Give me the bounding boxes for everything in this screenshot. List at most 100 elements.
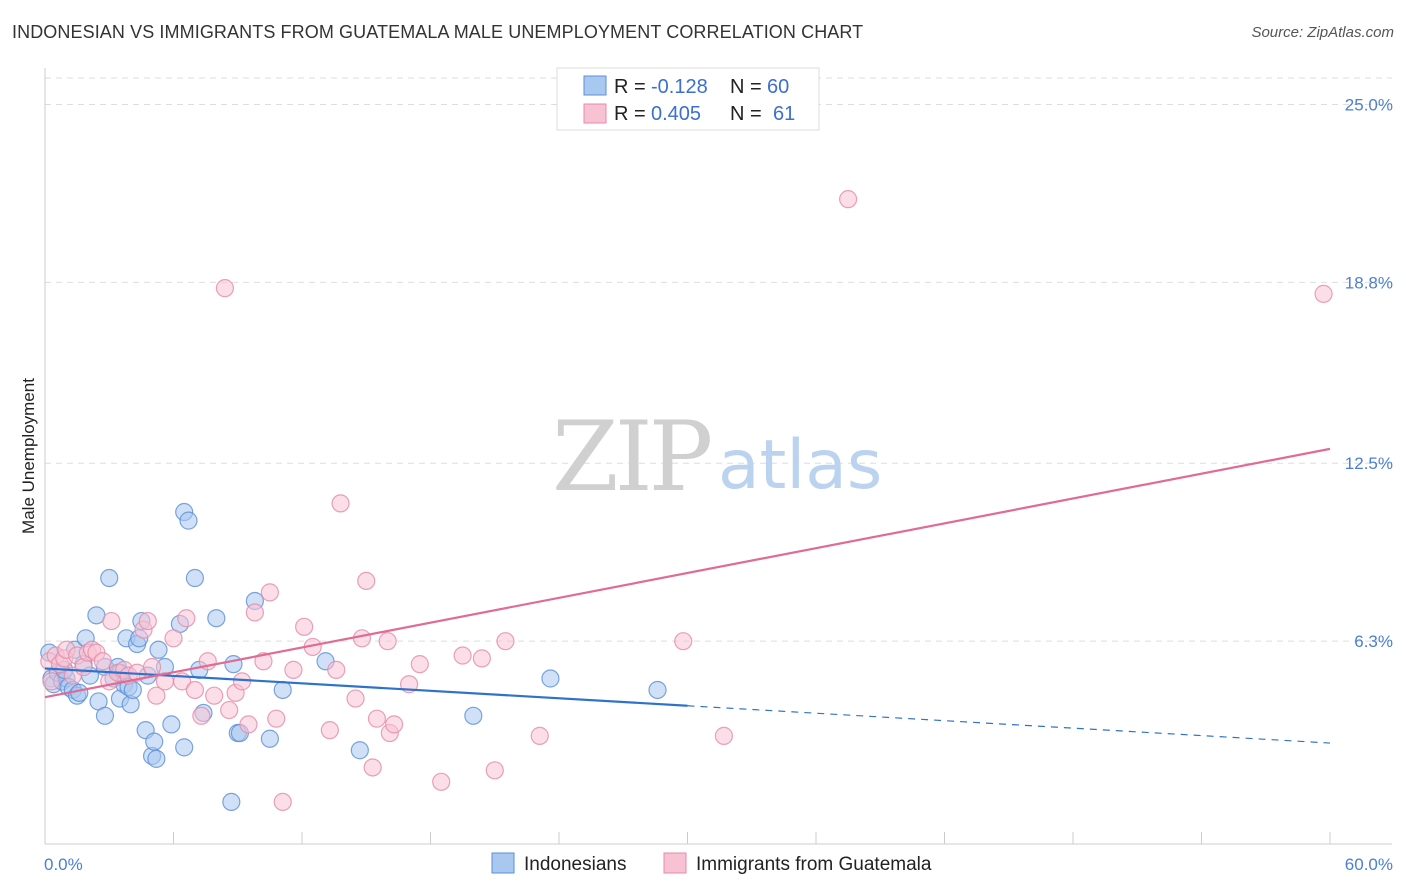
bottom-legend-swatch-guatemala (663, 852, 687, 874)
indonesians-point (541, 669, 560, 688)
guatemala-point (327, 660, 346, 679)
legend-swatch-guatemala (583, 103, 607, 124)
y-tick-label: 12.5% (1345, 454, 1393, 473)
indonesians-point (145, 732, 164, 751)
guatemala-point (42, 672, 61, 691)
guatemala-point (410, 655, 429, 674)
guatemala-point (357, 571, 376, 591)
indonesians-trend-line (44, 667, 688, 707)
correlation-legend: R = -0.128 N = 60 R = 0.405 N = 61 (556, 67, 820, 131)
bottom-legend-swatch-indonesians (491, 852, 515, 874)
gridlines (45, 77, 1392, 642)
legend-n-value: 60 (767, 76, 789, 98)
y-axis-label: Male Unemployment (19, 378, 38, 534)
bottom-legend-label-indonesians: Indonesians (524, 854, 626, 875)
guatemala-point (485, 761, 504, 780)
watermark: ZIP atlas (552, 401, 882, 513)
indonesians-point (147, 749, 166, 768)
guatemala-point (352, 629, 372, 648)
indonesians-point (175, 738, 194, 757)
x-tick-label: 60.0% (1345, 855, 1393, 874)
guatemala-point (138, 611, 157, 631)
guatemala-point (164, 629, 183, 648)
chart-title: INDONESIAN VS IMMIGRANTS FROM GUATEMALA … (12, 22, 864, 42)
indonesians-trend-extension (687, 705, 1331, 744)
guatemala-point (295, 617, 314, 636)
watermark-atlas-text: atlas (718, 426, 882, 505)
axes (44, 68, 1392, 845)
guatemala-point (839, 190, 858, 209)
guatemala-point (273, 792, 292, 812)
guatemala-point (714, 726, 734, 745)
indonesians-point (70, 683, 89, 702)
source-label: Source: ZipAtlas.com (1251, 24, 1394, 41)
watermark-zip-text: ZIP (552, 401, 711, 513)
legend-r-value: 0.405 (651, 103, 701, 125)
indonesians-point (273, 680, 292, 700)
guatemala-point (205, 686, 224, 705)
guatemala-point (239, 715, 258, 734)
guatemala-point (432, 772, 451, 791)
guatemala-point (320, 721, 339, 740)
guatemala-point (674, 632, 693, 651)
indonesians-point (179, 511, 198, 530)
indonesians-point (95, 706, 115, 725)
y-tick-label: 25.0% (1345, 95, 1393, 114)
guatemala-point (102, 611, 121, 631)
indonesians-point (260, 729, 279, 748)
guatemala-point (267, 709, 286, 728)
data-points (40, 190, 1333, 812)
legend-r-value: -0.128 (651, 76, 708, 98)
trend-lines (44, 447, 1331, 744)
legend-swatch-indonesians (583, 75, 607, 96)
guatemala-point (384, 715, 404, 734)
guatemala-point (232, 672, 252, 691)
guatemala-point (215, 279, 234, 298)
indonesians-point (100, 568, 119, 588)
guatemala-point (147, 686, 166, 705)
indonesians-point (224, 655, 243, 674)
indonesians-point (648, 680, 667, 700)
x-tick-label: 0.0% (44, 855, 83, 874)
legend-r-label: R = (614, 103, 646, 125)
guatemala-trend-line (44, 447, 1331, 699)
legend-n-label: N = (730, 103, 762, 125)
guatemala-point (1314, 284, 1333, 303)
guatemala-point (192, 706, 211, 725)
guatemala-point (496, 632, 515, 651)
guatemala-point (367, 709, 387, 728)
indonesians-point (222, 792, 241, 812)
guatemala-point (331, 494, 350, 513)
legend-n-label: N = (730, 76, 762, 98)
guatemala-point (254, 652, 273, 671)
indonesians-point (207, 609, 226, 628)
bottom-legend-label-guatemala: Immigrants from Guatemala (696, 854, 932, 875)
guatemala-point (185, 680, 205, 700)
guatemala-point (346, 689, 365, 708)
legend-n-value: 61 (773, 103, 795, 125)
indonesians-point (162, 715, 181, 734)
guatemala-point (260, 583, 279, 602)
guatemala-point (453, 646, 472, 665)
series-legend: Indonesians Immigrants from Guatemala (491, 852, 932, 875)
x-tick-labels: 0.0% 60.0% (44, 855, 1393, 874)
y-tick-labels: 6.3% 12.5% 18.8% 25.0% (1345, 95, 1393, 651)
guatemala-point (177, 609, 196, 628)
guatemala-point (142, 657, 162, 677)
y-tick-label: 6.3% (1354, 632, 1393, 651)
indonesians-point (149, 640, 168, 659)
guatemala-point (378, 632, 397, 651)
guatemala-point (284, 660, 303, 679)
guatemala-point (220, 700, 239, 720)
legend-r-label: R = (614, 76, 646, 98)
y-tick-label: 18.8% (1345, 273, 1393, 292)
guatemala-point (363, 758, 382, 777)
indonesians-point (350, 741, 369, 760)
guatemala-point (245, 603, 264, 622)
indonesians-point (185, 568, 205, 588)
guatemala-point (530, 726, 549, 745)
guatemala-point (93, 652, 112, 671)
indonesians-point (464, 706, 483, 725)
guatemala-point (472, 649, 491, 668)
